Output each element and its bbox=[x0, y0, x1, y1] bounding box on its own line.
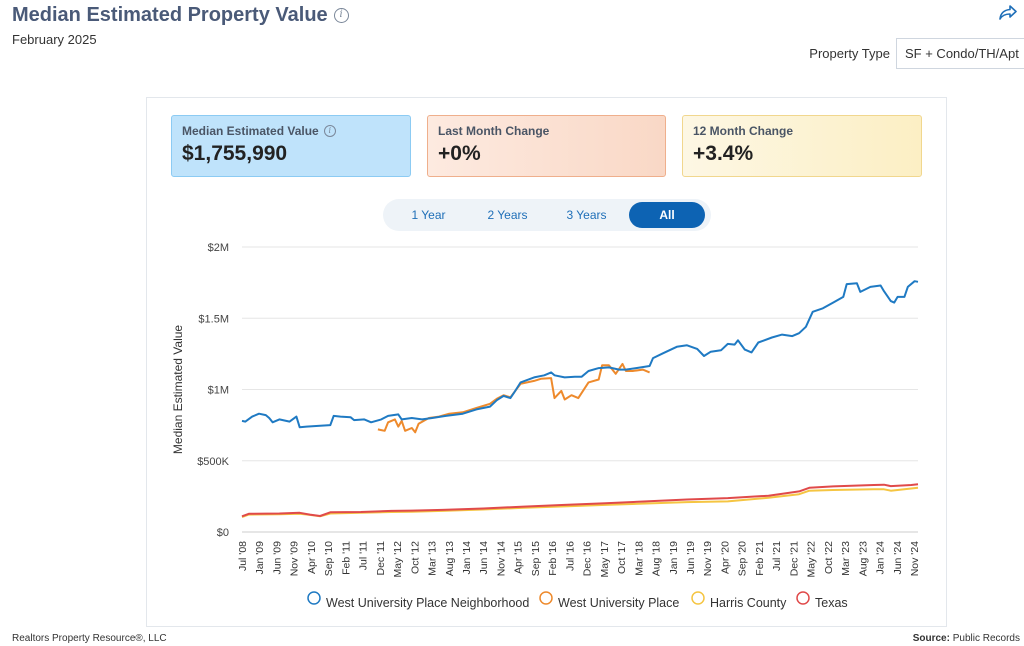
info-icon[interactable]: i bbox=[323, 125, 336, 137]
x-tick-label: Apr '10 bbox=[306, 541, 318, 574]
x-tick-label: Dec '11 bbox=[375, 541, 387, 576]
legend-marker bbox=[539, 591, 553, 605]
stat-label: Median Estimated Value i bbox=[182, 124, 400, 138]
x-tick-label: Jul '21 bbox=[771, 541, 783, 571]
stat-label: 12 Month Change bbox=[693, 124, 794, 138]
stat-card-last-month-change: Last Month Change +0% bbox=[427, 115, 666, 177]
x-tick-label: Jan '14 bbox=[461, 541, 473, 575]
x-tick-label: Nov '09 bbox=[289, 541, 301, 576]
legend-label: West University Place bbox=[558, 596, 679, 610]
x-tick-label: Jun '09 bbox=[271, 541, 283, 575]
time-range-tabs: 1 Year 2 Years 3 Years All bbox=[383, 199, 711, 231]
x-tick-label: Dec '21 bbox=[788, 541, 800, 576]
x-tick-label: May '12 bbox=[392, 541, 404, 578]
x-tick-label: Jul '11 bbox=[358, 541, 370, 570]
stat-value: $1,755,990 bbox=[182, 142, 288, 165]
x-tick-label: Sep '15 bbox=[530, 541, 542, 576]
x-tick-label: Jun '24 bbox=[892, 541, 904, 575]
share-arrow-icon[interactable] bbox=[998, 4, 1018, 22]
tab-1-year[interactable]: 1 Year bbox=[411, 208, 446, 222]
x-tick-label: Nov '14 bbox=[495, 541, 507, 576]
x-tick-label: Jun '14 bbox=[478, 541, 490, 575]
x-tick-label: Sep '20 bbox=[737, 541, 749, 576]
stat-card-median-value: Median Estimated Value i $1,755,990 bbox=[171, 115, 411, 177]
stat-card-12-month-change: 12 Month Change +3.4% bbox=[682, 115, 922, 177]
x-tick-label: Aug '23 bbox=[857, 541, 869, 576]
legend-marker bbox=[796, 591, 810, 605]
x-tick-label: Apr '15 bbox=[513, 541, 525, 574]
x-tick-label: Mar '23 bbox=[840, 541, 852, 576]
x-tick-label: May '17 bbox=[599, 541, 611, 578]
tab-all[interactable]: All bbox=[629, 202, 705, 228]
property-type-label: Property Type bbox=[809, 46, 890, 61]
x-tick-label: Oct '17 bbox=[616, 541, 628, 574]
x-tick-label: Jan '24 bbox=[875, 541, 887, 575]
legend-label: Harris County bbox=[710, 596, 787, 610]
property-type-select[interactable]: SF + Condo/TH/Apt bbox=[896, 38, 1024, 69]
y-tick-label: $2M bbox=[208, 242, 229, 254]
source-label: Source: bbox=[912, 633, 950, 644]
y-tick-label: $0 bbox=[217, 527, 229, 539]
x-tick-label: Sep '10 bbox=[323, 541, 335, 576]
series-line bbox=[377, 362, 650, 434]
x-tick-label: Feb '11 bbox=[340, 541, 352, 575]
x-tick-label: Apr '20 bbox=[719, 541, 731, 574]
y-tick-label: $1.5M bbox=[198, 313, 229, 325]
x-tick-label: Nov '24 bbox=[909, 541, 921, 576]
property-type-control: Property Type SF + Condo/TH/Apt bbox=[809, 38, 1024, 69]
y-axis-label: Median Estimated Value bbox=[171, 325, 185, 455]
x-tick-label: Aug '18 bbox=[651, 541, 663, 576]
x-tick-label: Mar '13 bbox=[427, 541, 439, 576]
y-tick-label: $1M bbox=[208, 385, 229, 397]
chart-panel: Median Estimated Value i $1,755,990 Last … bbox=[146, 97, 947, 627]
x-tick-label: Oct '22 bbox=[823, 541, 835, 574]
x-tick-label: Jul '16 bbox=[564, 541, 576, 571]
legend-marker bbox=[307, 591, 321, 605]
tab-2-years[interactable]: 2 Years bbox=[487, 208, 528, 222]
x-tick-label: Oct '12 bbox=[409, 541, 421, 574]
x-tick-label: Aug '13 bbox=[444, 541, 456, 576]
footer-source: Source: Public Records bbox=[913, 633, 1020, 644]
tab-3-years[interactable]: 3 Years bbox=[566, 208, 607, 222]
series-line bbox=[241, 280, 919, 429]
stat-value: +3.4% bbox=[693, 142, 754, 165]
page-subtitle: February 2025 bbox=[12, 32, 97, 47]
source-value: Public Records bbox=[952, 633, 1020, 644]
y-tick-label: $500K bbox=[197, 456, 229, 468]
x-tick-label: Feb '21 bbox=[754, 541, 766, 576]
page-title: Median Estimated Property Value bbox=[12, 4, 328, 26]
legend-marker bbox=[691, 591, 705, 605]
info-icon[interactable]: i bbox=[333, 8, 349, 23]
footer-copyright: Realtors Property Resource®, LLC bbox=[12, 633, 167, 644]
series-line bbox=[241, 483, 919, 518]
title-row: Median Estimated Property Value i bbox=[12, 4, 349, 27]
stat-value: +0% bbox=[438, 142, 481, 165]
x-tick-label: Jan '09 bbox=[254, 541, 266, 575]
legend-label: West University Place Neighborhood bbox=[326, 596, 529, 610]
x-tick-label: Nov '19 bbox=[702, 541, 714, 576]
stat-label-text: Median Estimated Value bbox=[182, 124, 319, 138]
x-tick-label: Feb '16 bbox=[547, 541, 559, 576]
x-tick-label: Jul '08 bbox=[237, 541, 249, 571]
stat-label: Last Month Change bbox=[438, 124, 550, 138]
x-tick-label: Jun '19 bbox=[685, 541, 697, 575]
x-tick-label: Dec '16 bbox=[582, 541, 594, 576]
legend-label: Texas bbox=[815, 596, 848, 610]
x-tick-label: Mar '18 bbox=[633, 541, 645, 576]
x-tick-label: Jan '19 bbox=[668, 541, 680, 575]
x-tick-label: May '22 bbox=[806, 541, 818, 578]
